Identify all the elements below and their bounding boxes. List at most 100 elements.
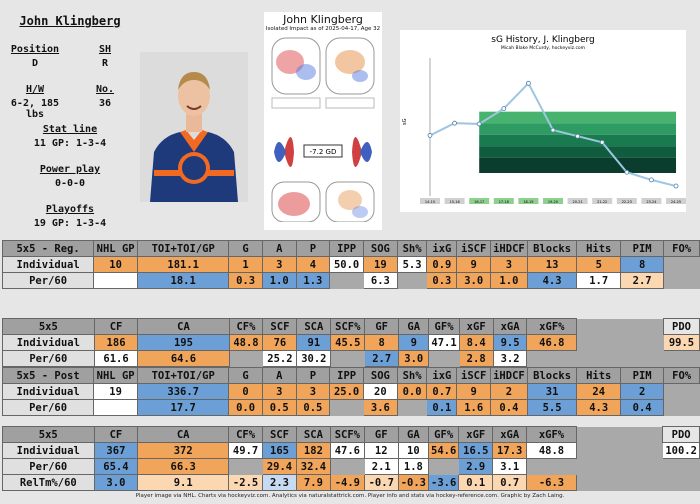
stat-table: 5x5 - Reg. NHL GP TOI+TOI/GP G A P IPP SOG Sh% ix…: [1, 240, 700, 289]
stat-cell: 66.3: [137, 458, 230, 475]
stat-cell: -6.3: [526, 474, 577, 491]
stat-cell: 30.2: [296, 350, 332, 367]
stat-cell: 9.5: [492, 334, 528, 351]
table-row: Individual 19 336.7 0 3 3 25.0 20 0.0 0.7 9 2 31 24 2: [1, 383, 700, 400]
stat-cell: [93, 399, 139, 416]
rink-subtitle: Isolated Impact as of 2025-04-17, Age 32: [265, 26, 381, 32]
column-header: P: [295, 240, 331, 257]
stat-cell: 3.0: [398, 350, 430, 367]
sg-history-chart: sG History, J. Klingberg Micah Blake McC…: [400, 30, 686, 212]
column-header: [576, 426, 620, 443]
series-layer: [427, 80, 679, 189]
stat-cell: 31: [526, 383, 578, 400]
season-label: 24-25: [671, 200, 681, 204]
stat-cell: 5: [576, 256, 621, 273]
stat-cell: [428, 350, 460, 367]
footer-credits: Player image via NHL. Charts via hockeyv…: [135, 493, 565, 499]
season-label: 20-21: [573, 200, 583, 204]
stat-cell: 1.0: [490, 272, 528, 289]
column-header: PDO: [662, 318, 700, 335]
stat-cell: 186: [93, 334, 139, 351]
column-header: SCF%: [330, 318, 366, 335]
row-label: Per/60: [2, 458, 95, 475]
row-label: Individual: [1, 256, 95, 273]
stat-cell: 49.7: [228, 442, 264, 459]
stat-cell: 4: [295, 256, 331, 273]
column-header: [619, 426, 663, 443]
stat-cell: 0.4: [490, 399, 528, 416]
stat-cell: 17.3: [492, 442, 528, 459]
table-row: Per/60 65.4 66.3 29.4 32.4 2.1 1.8 2.9 3.1: [2, 458, 700, 475]
playoffs-label: Playoffs: [45, 204, 95, 215]
column-header: G: [228, 240, 263, 257]
stat-cell: 0.1: [426, 399, 458, 416]
playoffs-value: 19 GP: 1-3-4: [33, 218, 107, 229]
stat-cell: [663, 383, 700, 400]
column-header: xGA: [492, 426, 528, 443]
stat-cell: 7.9: [295, 474, 331, 491]
column-header: GA: [397, 426, 430, 443]
stat-cell: 4.3: [576, 399, 621, 416]
number-value: 36: [98, 98, 112, 109]
stat-cell: 2.8: [458, 350, 494, 367]
chart-subtitle: Micah Blake McCurdy, hockeyviz.com: [501, 45, 585, 51]
row-label: Individual: [1, 383, 95, 400]
stat-table: 5x5 CF CA CF% SCF SCA SCF% GF GA GF% xGF xGA xGF% PDO…: [2, 426, 700, 491]
column-header: PIM: [619, 367, 665, 384]
stat-cell: [428, 458, 460, 475]
stat-cell: 12: [363, 442, 399, 459]
stat-cell: 181.1: [137, 256, 230, 273]
sg-band: [479, 134, 676, 147]
stat-cell: 76: [262, 334, 298, 351]
stat-cell: 48.8: [526, 442, 577, 459]
stat-cell: 8: [364, 334, 400, 351]
sg-history-svg: sG History, J. Klingberg Micah Blake McC…: [402, 35, 686, 204]
table-row: Per/60 18.1 0.3 1.0 1.3 6.3 0.3 3.0 1.0 4.3 1.7 2.7: [1, 272, 700, 289]
stat-cell: 336.7: [137, 383, 230, 400]
season-label: 21-22: [597, 200, 607, 204]
sg-point: [624, 169, 630, 175]
table-row: Individual 10 181.1 1 3 4 50.0 19 5.3 0.9 9 3 13 5 8: [1, 256, 700, 273]
column-header: Sh%: [396, 367, 428, 384]
chart-title: sG History, J. Klingberg: [491, 35, 594, 45]
stat-cell: 367: [93, 442, 139, 459]
column-header: SCF: [262, 426, 297, 443]
column-header: GF%: [428, 318, 460, 335]
stat-cell: [662, 458, 700, 475]
stat-cell: [330, 350, 366, 367]
column-header: 5x5: [2, 426, 95, 443]
column-header: G: [228, 367, 263, 384]
column-header: 5x5 - Post: [1, 367, 95, 384]
season-chip: [543, 198, 563, 204]
stat-cell: [575, 474, 621, 491]
column-header: xGF%: [526, 426, 577, 443]
stat-cell: 8.4: [458, 334, 494, 351]
stat-cell: 0.0: [228, 399, 263, 416]
stat-cell: 25.2: [262, 350, 298, 367]
column-header: PDO: [662, 426, 700, 443]
stat-cell: [526, 458, 577, 475]
column-header: Hits: [576, 240, 621, 257]
powerplay-value: 0-0-0: [54, 178, 86, 189]
stat-cell: 0.5: [261, 399, 297, 416]
stat-cell: 25.0: [329, 383, 365, 400]
stat-cell: 165: [262, 442, 297, 459]
column-header: SCA: [295, 426, 331, 443]
stat-cell: 1.7: [576, 272, 621, 289]
stat-cell: [329, 399, 365, 416]
shoots-label: SH: [98, 44, 112, 55]
season-label: 23-24: [646, 200, 657, 204]
sg-point: [525, 80, 531, 86]
stat-cell: 100.2: [662, 442, 700, 459]
row-label: Individual: [2, 442, 95, 459]
season-label: 18-19: [523, 200, 533, 204]
stat-cell: 46.8: [526, 334, 578, 351]
stat-cell: 1.3: [295, 272, 331, 289]
column-header: SCF: [262, 318, 298, 335]
stat-table: 5x5 - Post NHL GP TOI+TOI/GP G A P IPP SOG Sh% ix…: [1, 367, 700, 416]
hw-value: 6-2, 185 lbs: [10, 98, 60, 120]
column-header: Blocks: [526, 367, 578, 384]
stat-cell: 0.0: [396, 383, 428, 400]
stat-cell: 3.6: [363, 399, 398, 416]
table-row: Per/60 61.6 64.6 25.2 30.2 2.7 3.0 2.8 3.2: [2, 350, 700, 367]
